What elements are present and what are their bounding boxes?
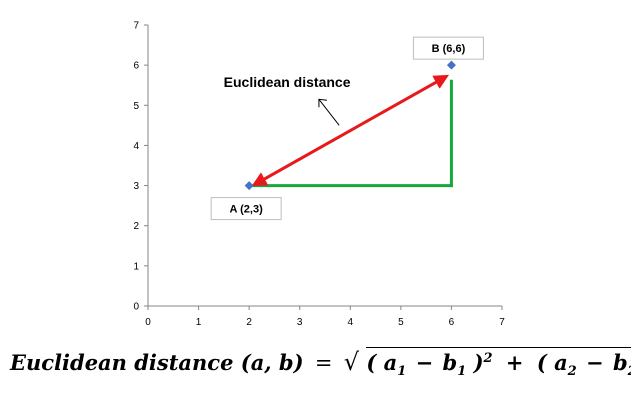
formula-b1: b [442,350,458,375]
formula-minus-1: − [415,350,434,375]
tick-labels: 0 1 2 3 4 5 6 7 0 1 2 3 4 5 6 7 [133,21,505,329]
formula-term1-open: ( [366,350,377,375]
y-tick-label: 1 [133,261,139,272]
annotation-pointer-arrow [318,98,340,126]
y-tick-label: 5 [133,101,139,112]
annotations: Euclidean distance [224,74,351,126]
x-tick-label: 2 [246,317,252,328]
formula-term2-open: ( [536,350,547,375]
formula-a1: a [383,350,398,375]
x-tick-label: 0 [145,317,151,328]
euclidean-distance-arrow [251,74,449,187]
y-tick-label: 0 [133,302,139,313]
formula-term1-close: ) [473,350,484,375]
formula-equals: = [314,351,333,375]
formula-term1-sup: 2 [483,351,493,366]
point-a-marker [244,181,254,191]
x-tick-label: 1 [196,317,202,328]
distance-lines [247,74,453,188]
formula-lhs: Euclidean distance [10,350,234,375]
formula-b2-sub: 2 [628,364,631,379]
formula-a2: a [554,350,568,375]
annotation-pointer-arrowhead [318,98,327,108]
y-tick-label: 4 [133,141,139,152]
formula-plus: + [505,350,524,375]
x-tick-label: 6 [449,317,455,328]
point-a-label: A (2,3) [230,204,264,216]
point-b-label: B (6,6) [432,43,466,55]
formula-minus-2: − [586,350,604,375]
axes [147,25,502,307]
formula-radicand: ( a1 − b1 )2 + ( a2 − b2 )2 [366,347,631,378]
formula-b1-sub: 1 [457,364,467,380]
point-b-label-box [412,36,484,60]
x-tick-label: 5 [398,317,404,328]
y-tick-label: 6 [133,61,139,72]
y-tick-label: 7 [133,21,139,32]
y-tick-label: 3 [133,181,139,192]
formula-a2-sub: 2 [567,364,577,380]
data-points: A (2,3) B (6,6) [210,36,484,221]
point-a-label-box [210,197,282,221]
chart: 0 1 2 3 4 5 6 7 0 1 2 3 4 5 6 7 A (2,3) B (6,6) Euclidea… [133,21,505,329]
x-tick-label: 3 [297,317,303,328]
formula-b2: b [612,350,628,375]
formula-a1-sub: 1 [397,364,407,380]
x-tick-label: 7 [499,317,505,328]
euclidean-distance-formula: Euclidean distance (a, b) = √ ( a1 − b1 … [10,347,631,378]
euclidean-distance-label: Euclidean distance [224,74,351,90]
formula-radical: √ [343,348,360,376]
point-b-marker [446,60,456,70]
y-tick-label: 2 [133,221,139,232]
x-tick-label: 4 [348,317,354,328]
formula-args: (a, b) [240,350,304,375]
